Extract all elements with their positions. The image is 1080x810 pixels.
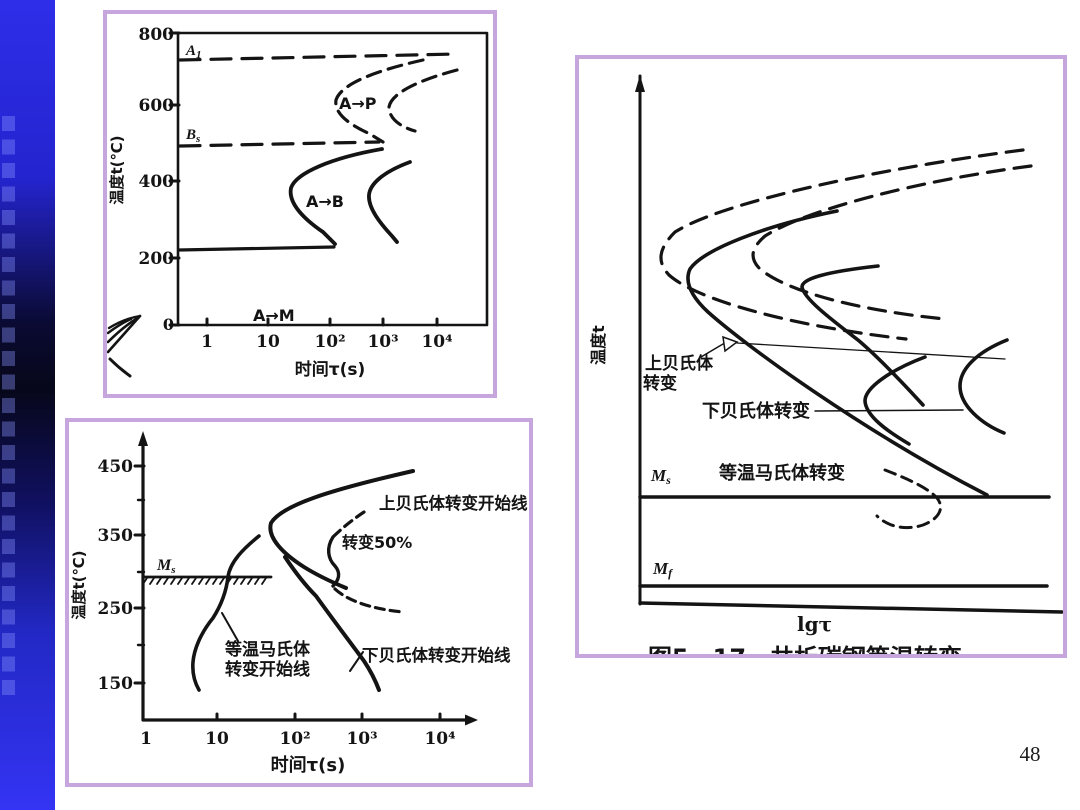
lower-bainite-label: 下贝氏体转变开始线 [362, 645, 511, 665]
isothermal-martensite-start-curve [191, 534, 261, 692]
svg-text:1: 1 [201, 332, 213, 352]
svg-text:350: 350 [98, 526, 134, 546]
upper-bainite-pointer [700, 335, 1006, 360]
axes [141, 435, 468, 722]
x-tick-labels: 1 10 10² 10³ 10⁴ [201, 332, 452, 352]
svg-text:10³: 10³ [346, 729, 377, 749]
ttt-chart-right-frame: 温度t 上贝氏体 转变 下贝氏体转 [575, 55, 1067, 658]
ms-line [177, 245, 336, 252]
ms-hatch-marks [142, 577, 267, 585]
lower-bainite-pointer [814, 409, 964, 412]
x-tick-labels: 1 10 10² 10³ 10⁴ [140, 729, 455, 749]
svg-text:10³: 10³ [367, 332, 398, 352]
pen-scribble [107, 314, 142, 378]
svg-text:150: 150 [98, 674, 134, 694]
x-axis [638, 601, 1063, 614]
lower-bainite-pointer-line [349, 651, 364, 672]
y-axis-arrow [138, 431, 148, 446]
lower-bainite-curves [863, 338, 1009, 446]
y-axis-title: 温度t [589, 325, 608, 366]
a-to-p-label: A→P [339, 94, 377, 113]
transformation-50pct-label: 转变50% [342, 533, 412, 552]
y-axis-title: 温度t(℃) [70, 550, 88, 619]
ttt-chart-upper-left-frame: 800 600 400 200 0 温度t(℃) A1 Bs A→P [103, 10, 497, 398]
x-axis-ticks [215, 712, 442, 722]
svg-text:10⁴: 10⁴ [424, 729, 455, 749]
svg-text:800: 800 [139, 25, 175, 45]
pearlite-c-curves [334, 58, 459, 144]
y-axis-minor-ticks [136, 498, 146, 647]
svg-text:250: 250 [98, 599, 134, 619]
ttt-chart-lower-left: 450 350 250 150 温度t(℃) Ms [70, 431, 528, 776]
bainite-c-curves [288, 147, 412, 246]
upper-bainite-label-line2: 转变 [643, 373, 677, 394]
y-tick-labels: 800 600 400 200 0 [139, 25, 175, 334]
y-axis-ticks [133, 464, 146, 685]
lower-bainite-label: 下贝氏体转变 [702, 400, 810, 422]
slide-number: 48 [1019, 742, 1041, 766]
ttt-chart-upper-left: 800 600 400 200 0 温度t(℃) A1 Bs A→P [107, 25, 489, 380]
bs-label: Bs [185, 127, 200, 145]
a1-line [178, 52, 459, 62]
svg-text:10²: 10² [314, 332, 345, 352]
lower-bainite-start-curve [283, 555, 381, 692]
svg-text:10: 10 [205, 729, 229, 749]
a-to-b-label: A→B [306, 192, 344, 211]
plot-box [176, 31, 489, 327]
x-axis-title: lgτ [797, 612, 832, 636]
a-to-m-label: A→M [253, 306, 295, 325]
x-axis-title: 时间τ(s) [271, 755, 346, 776]
a1-label: A1 [185, 43, 202, 61]
ms-label: Ms [650, 466, 671, 487]
iso-martensite-label: 等温马氏体转变 [719, 462, 845, 484]
y-axis-title: 温度t(℃) [108, 135, 126, 204]
bs-line [178, 140, 381, 148]
svg-text:0: 0 [163, 315, 174, 334]
svg-text:600: 600 [139, 96, 175, 116]
mf-label: Mf [652, 559, 673, 580]
upper-bainite-label-line1: 上贝氏体 [645, 353, 714, 374]
iso-martensite-pointer-line [221, 612, 239, 642]
slide-sidebar-decoration [0, 0, 55, 810]
svg-text:200: 200 [139, 249, 175, 269]
x-axis-ticks [205, 317, 439, 327]
upper-bainite-label: 上贝氏体转变开始线 [379, 493, 528, 513]
ms-label: Ms [156, 557, 176, 576]
svg-text:10⁴: 10⁴ [421, 332, 452, 352]
ttt-chart-right: 温度t 上贝氏体 转变 下贝氏体转 [589, 74, 1063, 654]
x-axis-arrow [465, 714, 478, 726]
pearlite-dashed-c-curves [659, 148, 1033, 341]
y-tick-labels: 450 350 250 150 [98, 457, 134, 694]
upper-bainite-curves [686, 209, 989, 497]
ttt-chart-lower-left-frame: 450 350 250 150 温度t(℃) Ms [65, 418, 533, 787]
figure-caption-clipped: 图5—17 共析碳钢等温转变 [648, 644, 962, 654]
iso-martensite-label-line2: 转变开始线 [225, 659, 310, 680]
y-axis-arrow [635, 75, 645, 92]
svg-text:400: 400 [139, 172, 175, 192]
x-axis-title: 时间τ(s) [295, 359, 366, 380]
svg-text:10: 10 [256, 332, 280, 352]
svg-text:10²: 10² [279, 729, 310, 749]
iso-martensite-dashed-curve [875, 468, 942, 530]
svg-text:450: 450 [98, 457, 134, 477]
iso-martensite-label-line1: 等温马氏体 [225, 639, 311, 660]
svg-text:1: 1 [140, 729, 152, 749]
y-axis-ticks [168, 31, 181, 327]
upper-bainite-start-curve [268, 469, 415, 590]
transformation-50pct-line [327, 510, 405, 614]
